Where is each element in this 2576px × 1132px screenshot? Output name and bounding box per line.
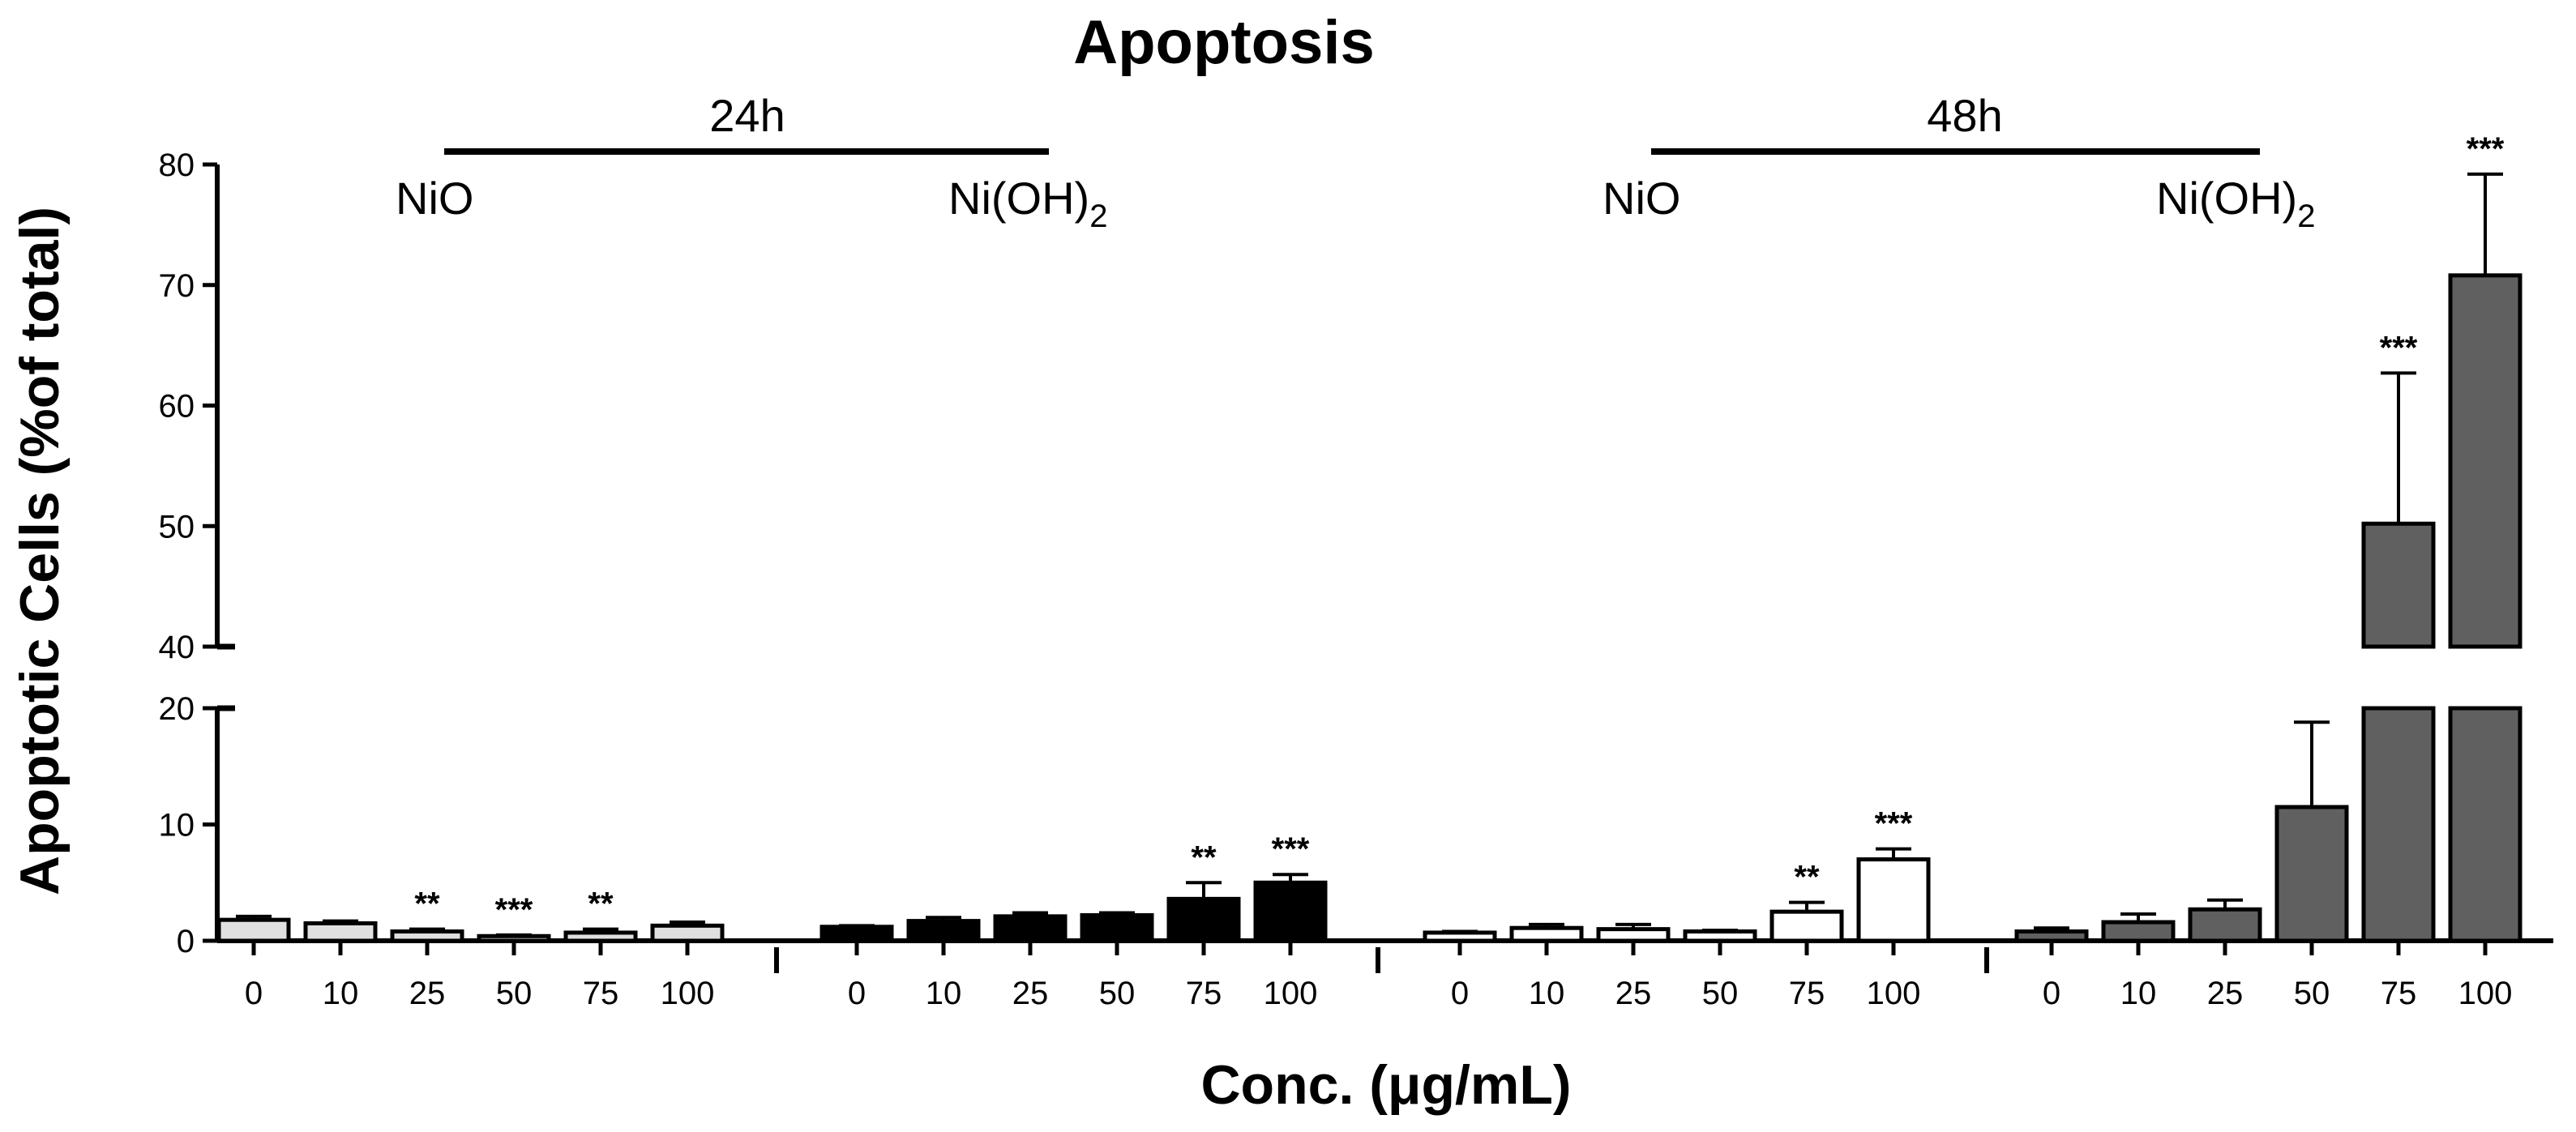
bar [906,919,981,943]
significance-label: ** [1191,839,1217,875]
compound-label-nio: NiO [1603,173,1680,224]
bar [1596,927,1671,943]
bar-lower-segment [2448,706,2523,943]
y-axis-title: Apoptotic Cells (%of total) [9,207,71,895]
x-tick-label: 75 [583,976,619,1011]
bar [2361,521,2436,649]
x-tick-label: 25 [1615,976,1652,1011]
bar [2188,907,2262,943]
bar [2014,929,2089,943]
bar [216,917,291,943]
bar [1253,880,1328,943]
compound-label-nioh2: Ni(OH)2 [2156,173,2315,234]
x-tick-label: 50 [1099,976,1136,1011]
bar [563,930,638,943]
x-tick-label: 100 [2458,976,2513,1011]
x-tick-label: 10 [926,976,962,1011]
bar [2274,805,2349,943]
x-tick-label: 75 [1186,976,1222,1011]
bar [1683,929,1757,943]
x-tick-label: 100 [661,976,715,1011]
x-tick-label: 100 [1264,976,1318,1011]
x-tick-label: 0 [2043,976,2060,1011]
x-tick-label: 0 [848,976,866,1011]
compound-label-nio: NiO [396,173,473,224]
y-tick-label: 60 [159,389,195,425]
x-tick-label: 25 [2207,976,2244,1011]
bar [819,925,894,943]
x-tick-label: 75 [1789,976,1825,1011]
x-tick-label: 50 [1702,976,1739,1011]
y-tick-label: 0 [177,924,195,959]
bar [1769,909,1844,943]
bar [2101,920,2176,943]
x-axis-title: Conc. (μg/mL) [1200,1054,1571,1116]
x-tick-label: 75 [2381,976,2417,1011]
bar [1166,896,1241,943]
bar [390,929,464,943]
x-tick-label: 10 [1529,976,1565,1011]
bar [1423,930,1497,943]
significance-label: *** [495,892,533,928]
bar [1856,857,1931,943]
x-tick-label: 0 [245,976,263,1011]
x-tick-label: 10 [2120,976,2157,1011]
bar [650,923,725,943]
chart-title: Apoptosis [1073,8,1375,77]
x-tick-label: 25 [409,976,446,1011]
y-tick-label: 70 [159,268,195,304]
x-tick-label: 50 [496,976,533,1011]
significance-label: *** [1272,831,1310,867]
bar [303,921,378,943]
y-tick-label: 20 [159,691,195,727]
bar-lower-segment [2361,706,2436,943]
bar [2448,273,2523,649]
time-label: 48h [1927,90,2002,141]
bars-layer [216,172,2523,943]
significance-label: ** [414,886,440,922]
x-tick-label: 10 [323,976,359,1011]
y-tick-label: 80 [159,147,195,183]
x-tick-label: 100 [1867,976,1921,1011]
x-tick-label: 0 [1451,976,1469,1011]
y-tick-label: 10 [159,808,195,844]
bar [1509,925,1584,943]
compound-label-nioh2: Ni(OH)2 [948,173,1107,234]
significance-label: *** [2467,131,2505,167]
significance-label: ** [1794,860,1820,895]
significance-label: ** [588,886,614,922]
x-tick-label: 25 [1012,976,1049,1011]
x-tick-label: 50 [2294,976,2330,1011]
time-label: 24h [709,90,785,141]
bar [1080,912,1154,943]
y-tick-label: 40 [159,630,195,665]
bar [477,933,551,943]
y-tick-label: 50 [159,509,195,545]
significance-label: *** [1875,806,1913,842]
axes [203,148,2553,973]
significance-label: *** [2380,330,2418,365]
bar [993,914,1068,943]
